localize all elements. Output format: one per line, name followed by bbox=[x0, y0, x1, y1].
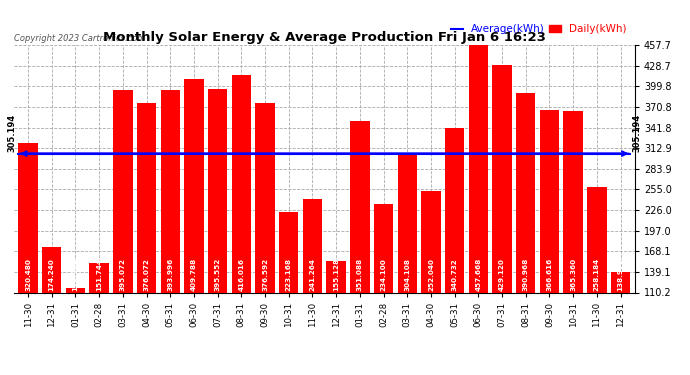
Bar bbox=[564, 111, 583, 292]
Text: 390.968: 390.968 bbox=[523, 258, 529, 291]
Bar bbox=[232, 75, 251, 292]
Text: 241.264: 241.264 bbox=[309, 258, 315, 291]
Text: 340.732: 340.732 bbox=[452, 258, 457, 291]
Bar bbox=[303, 199, 322, 292]
Text: 304.108: 304.108 bbox=[404, 258, 411, 291]
Text: 409.788: 409.788 bbox=[191, 258, 197, 291]
Text: 365.360: 365.360 bbox=[570, 258, 576, 291]
Bar bbox=[611, 272, 630, 292]
Text: 174.240: 174.240 bbox=[49, 258, 55, 291]
Bar bbox=[469, 45, 488, 292]
Bar bbox=[42, 247, 61, 292]
Bar bbox=[445, 128, 464, 292]
Text: 116.984: 116.984 bbox=[72, 258, 79, 291]
Text: 366.616: 366.616 bbox=[546, 258, 553, 291]
Text: 252.040: 252.040 bbox=[428, 258, 434, 291]
Text: 223.168: 223.168 bbox=[286, 258, 292, 291]
Text: 305.194: 305.194 bbox=[8, 114, 17, 152]
Bar bbox=[161, 90, 180, 292]
Text: 429.120: 429.120 bbox=[499, 258, 505, 291]
Bar bbox=[113, 90, 132, 292]
Text: 138.976: 138.976 bbox=[618, 258, 624, 291]
Bar bbox=[66, 288, 85, 292]
Text: Copyright 2023 Cartronics.com: Copyright 2023 Cartronics.com bbox=[14, 33, 145, 42]
Bar bbox=[587, 187, 607, 292]
Bar bbox=[137, 103, 156, 292]
Text: 416.016: 416.016 bbox=[238, 258, 244, 291]
Bar bbox=[397, 154, 417, 292]
Bar bbox=[19, 143, 38, 292]
Bar bbox=[540, 110, 559, 292]
Text: 393.996: 393.996 bbox=[167, 258, 173, 291]
Bar bbox=[326, 261, 346, 292]
Bar bbox=[208, 89, 228, 292]
Bar bbox=[90, 263, 109, 292]
Text: 155.128: 155.128 bbox=[333, 258, 339, 291]
Bar bbox=[184, 79, 204, 292]
Text: 320.480: 320.480 bbox=[25, 258, 31, 291]
Text: 457.668: 457.668 bbox=[475, 258, 482, 291]
Text: 376.592: 376.592 bbox=[262, 258, 268, 291]
Text: 305.194: 305.194 bbox=[632, 114, 641, 152]
Title: Monthly Solar Energy & Average Production Fri Jan 6 16:23: Monthly Solar Energy & Average Productio… bbox=[103, 31, 546, 44]
Bar bbox=[493, 65, 512, 292]
Legend: Average(kWh), Daily(kWh): Average(kWh), Daily(kWh) bbox=[447, 20, 630, 38]
Text: 376.072: 376.072 bbox=[144, 258, 150, 291]
Bar bbox=[255, 103, 275, 292]
Bar bbox=[279, 212, 299, 292]
Bar bbox=[374, 204, 393, 292]
Bar bbox=[350, 121, 370, 292]
Text: 395.072: 395.072 bbox=[120, 258, 126, 291]
Bar bbox=[516, 93, 535, 292]
Text: 258.184: 258.184 bbox=[594, 258, 600, 291]
Text: 234.100: 234.100 bbox=[381, 258, 386, 291]
Text: 151.744: 151.744 bbox=[96, 258, 102, 291]
Text: 351.088: 351.088 bbox=[357, 258, 363, 291]
Text: 395.552: 395.552 bbox=[215, 258, 221, 291]
Bar bbox=[421, 192, 441, 292]
